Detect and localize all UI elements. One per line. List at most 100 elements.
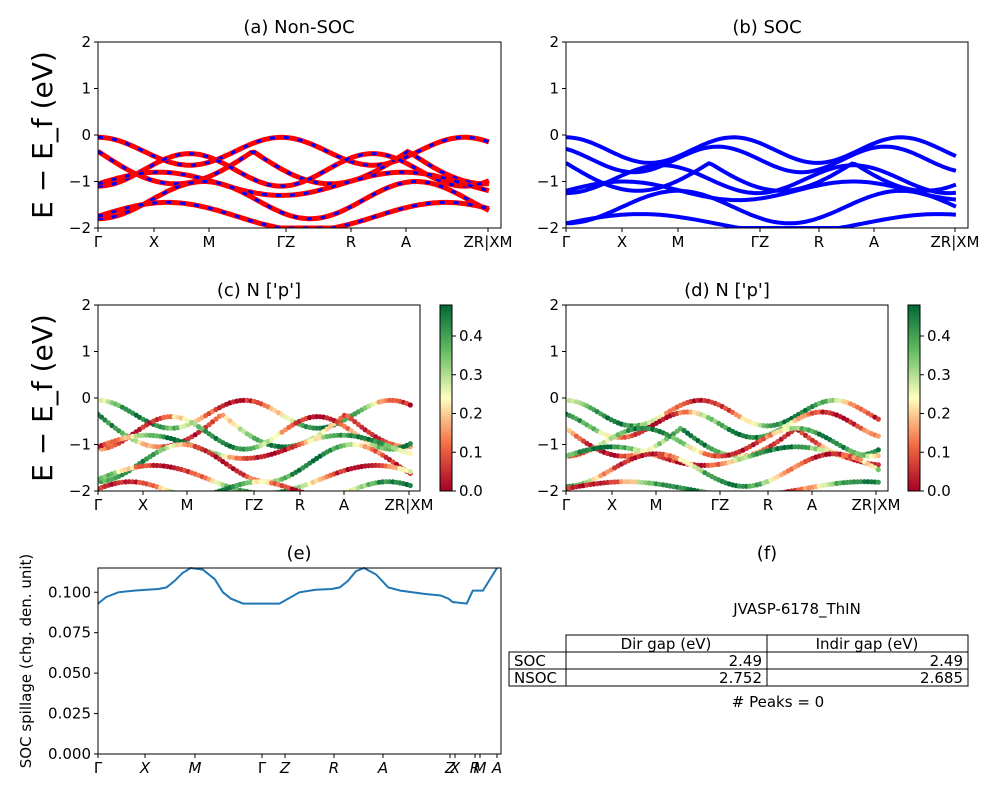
y-tick-label: 0	[81, 126, 91, 144]
colorbar-tick-label: 0.1	[459, 443, 483, 461]
y-tick-label: 1	[549, 80, 559, 98]
projected-band-point	[407, 402, 413, 408]
table-col-dir-gap: Dir gap (eV)	[621, 635, 712, 653]
y-tick-label: 0	[549, 389, 559, 407]
colorbar-tick-label: 0.3	[927, 366, 951, 384]
table-soc-dir-gap: 2.49	[729, 652, 762, 670]
panel-c-plot-area	[98, 397, 413, 491]
projected-band-point	[407, 451, 413, 457]
x-tick-label: ZR|XM	[385, 496, 434, 514]
y-tick-label: −2	[537, 219, 559, 237]
projected-band-point	[98, 414, 105, 420]
projected-band-point	[875, 416, 881, 422]
projected-band-point	[698, 488, 704, 491]
colorbar-tick-label: 0.4	[459, 327, 483, 345]
nonsoc-band-dash	[98, 149, 489, 186]
y-tick-label: −1	[537, 173, 559, 191]
projected-band-point	[875, 479, 881, 485]
table-row-nsoc-label: NSOC	[514, 669, 557, 687]
soc-band-line	[566, 179, 957, 203]
table-col-indir-gap: Indir gap (eV)	[816, 635, 919, 653]
x-tick-label: M	[203, 233, 216, 251]
panel-f-peaks: # Peaks = 0	[732, 693, 824, 711]
x-tick-label: A	[339, 496, 350, 514]
x-tick-label: M	[650, 496, 663, 514]
projected-band-point	[244, 489, 250, 491]
x-tick-label: Γ	[562, 496, 571, 514]
x-tick-label: A	[807, 496, 818, 514]
projected-band-point	[875, 453, 881, 459]
soc-band-line	[566, 163, 957, 196]
panel-d: (d) N ['p'] 210−1−2 Γ X M ΓZ R A ZR|XM 0.00.10…	[537, 280, 951, 514]
x-tick-label: X	[607, 496, 617, 514]
x-tick-label: ΓZ	[277, 233, 296, 251]
projected-band-point	[702, 489, 708, 491]
x-tick-label: A	[869, 233, 880, 251]
x-tick-label: R	[763, 496, 773, 514]
panel-f-title: (f)	[757, 543, 777, 564]
colorbar-tick-label: 0.0	[927, 482, 951, 500]
table-soc-indir-gap: 2.49	[930, 652, 963, 670]
soc-band-line	[566, 135, 957, 165]
projected-band-point	[875, 467, 881, 473]
x-tick-label: R	[814, 233, 824, 251]
x-tick-label: X	[149, 233, 159, 251]
panel-a: (a) Non-SOC 2 1 0 −1 −2 Γ X M ΓZ R A ZR|XM	[69, 17, 513, 251]
table-row-soc-label: SOC	[514, 652, 546, 670]
panel-b-yticks: 2 1 0 −1 −2	[537, 33, 566, 237]
x-tick-label: X	[138, 496, 148, 514]
table-nsoc-dir-gap: 2.752	[719, 669, 762, 687]
panel-c-title: (c) N ['p']	[217, 280, 301, 301]
x-tick-label: ZR|XM	[931, 233, 980, 251]
y-tick-label: −2	[69, 482, 91, 500]
x-tick-label: Γ	[94, 496, 103, 514]
soc-band-line	[566, 188, 957, 226]
colorbar-tick-label: 0.4	[927, 327, 951, 345]
nonsoc-band-dash	[98, 170, 490, 197]
panel-a-yticks: 2 1 0 −1 −2	[69, 33, 98, 237]
panel-a-title: (a) Non-SOC	[243, 17, 354, 38]
projected-band-point	[102, 417, 108, 423]
colorbar-tick-label: 0.1	[927, 443, 951, 461]
y-tick-label: −1	[69, 436, 91, 454]
x-tick-label: Γ	[562, 233, 571, 251]
projected-band-point	[168, 488, 174, 491]
projected-band-point	[407, 482, 413, 489]
projected-band-point	[875, 447, 881, 453]
panel-b-xticks: Γ X M ΓZ R A ZR|XM	[562, 228, 980, 251]
x-tick-label: A	[491, 759, 502, 777]
panel-c-yticks: 2 1 0 −1 −2	[69, 296, 98, 500]
y-tick-label: 1	[81, 80, 91, 98]
projected-band-point	[230, 421, 236, 427]
panel-d-plot-area	[566, 397, 881, 491]
projected-band-point	[234, 423, 240, 429]
x-tick-label: ΓZ	[711, 496, 730, 514]
x-tick-label: ΓZ	[751, 233, 770, 251]
panel-a-ylabel: E − E_f (eV)	[26, 51, 59, 219]
colorbar-gradient	[439, 304, 453, 492]
projected-band-point	[327, 423, 334, 430]
x-tick-label: M	[474, 759, 487, 777]
y-tick-label: −2	[537, 482, 559, 500]
soc-band-line	[566, 212, 957, 228]
panel-d-xticks: Γ X M ΓZ R A ZR|XM	[562, 491, 900, 514]
x-tick-label: Z	[444, 759, 456, 777]
x-tick-label: Γ	[258, 759, 267, 777]
x-tick-label: M	[672, 233, 685, 251]
projected-band-point	[223, 415, 229, 421]
panel-c: (c) N ['p'] 210−1−2 Γ X M ΓZ R A ZR|XM 0.00.10…	[69, 280, 483, 514]
y-tick-label: 0	[81, 389, 91, 407]
x-tick-label: X	[139, 759, 151, 777]
panel-d-yticks: 2 1 0 −1 −2	[537, 296, 566, 500]
gap-table: Dir gap (eV) Indir gap (eV) SOC 2.49 2.4…	[508, 634, 969, 687]
y-tick-label: 0.075	[48, 624, 91, 642]
x-tick-label: M	[181, 496, 194, 514]
panel-e-ylabel: SOC spillage (chg. den. unit)	[17, 554, 35, 769]
table-cell	[766, 668, 969, 687]
x-tick-label: R	[470, 759, 480, 777]
panel-b-title: (b) SOC	[732, 17, 801, 38]
panel-e-frame	[97, 567, 502, 755]
panel-e-plot-area	[97, 566, 498, 605]
